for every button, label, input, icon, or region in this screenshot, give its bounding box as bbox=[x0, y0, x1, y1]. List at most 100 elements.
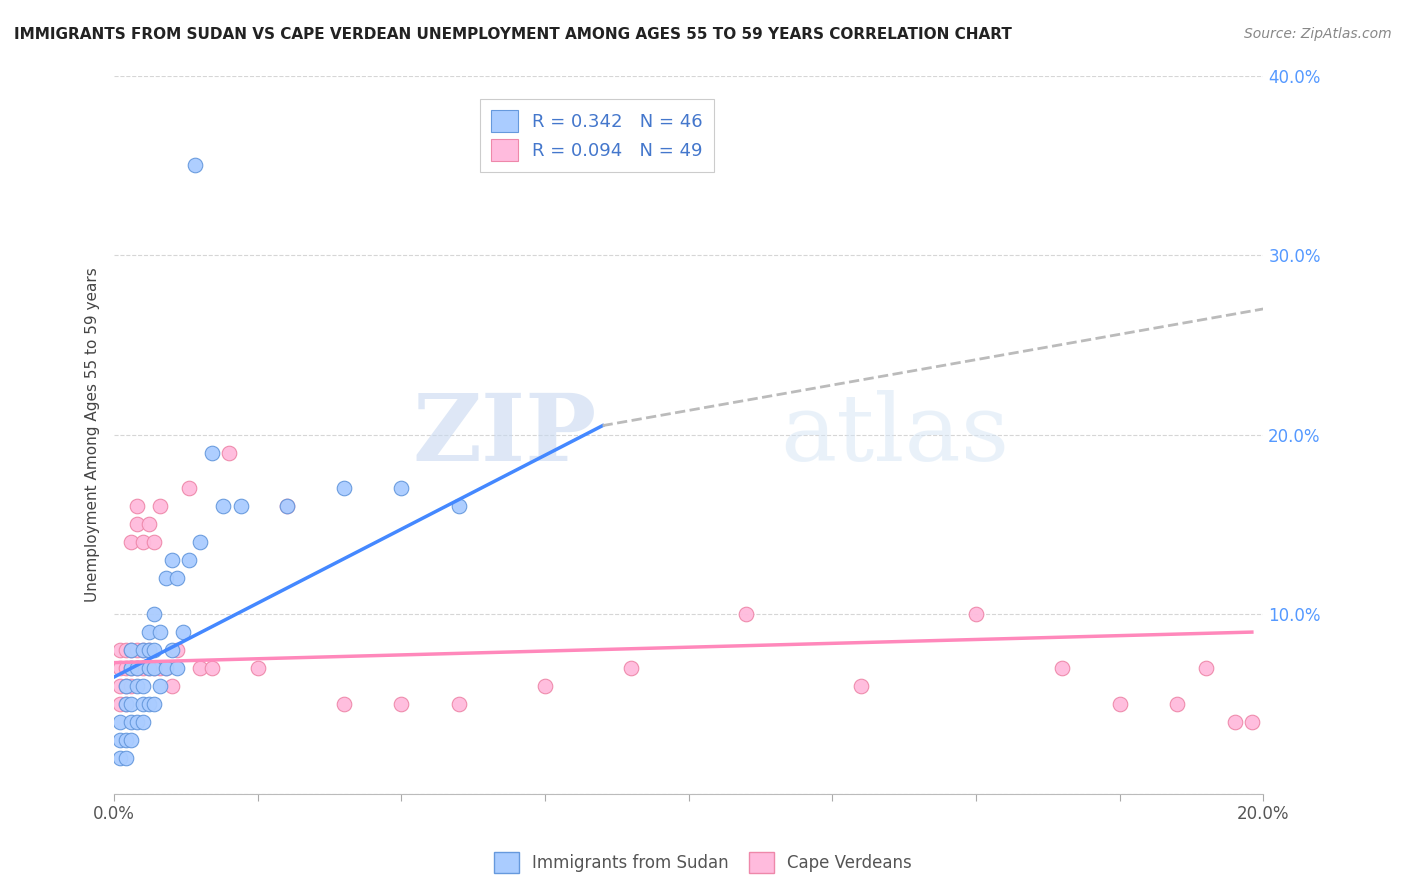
Point bbox=[160, 679, 183, 693]
Point bbox=[447, 697, 470, 711]
Point bbox=[177, 482, 200, 496]
Point bbox=[143, 535, 166, 549]
Point bbox=[114, 679, 136, 693]
Point bbox=[166, 661, 188, 675]
Point bbox=[166, 643, 188, 657]
Point bbox=[127, 679, 149, 693]
Point bbox=[108, 643, 131, 657]
Point bbox=[114, 643, 136, 657]
Point bbox=[246, 661, 269, 675]
Point bbox=[218, 445, 240, 459]
Point bbox=[183, 158, 205, 172]
Point bbox=[1240, 714, 1263, 729]
Point bbox=[120, 679, 142, 693]
Point bbox=[160, 643, 183, 657]
Point bbox=[127, 661, 149, 675]
Point bbox=[120, 643, 142, 657]
Point bbox=[333, 697, 356, 711]
Point bbox=[120, 661, 142, 675]
Point bbox=[276, 500, 298, 514]
Point bbox=[229, 500, 252, 514]
Point bbox=[849, 679, 872, 693]
Text: atlas: atlas bbox=[780, 390, 1010, 480]
Point bbox=[177, 553, 200, 567]
Point bbox=[120, 714, 142, 729]
Point bbox=[143, 661, 166, 675]
Y-axis label: Unemployment Among Ages 55 to 59 years: Unemployment Among Ages 55 to 59 years bbox=[86, 268, 100, 602]
Point bbox=[143, 607, 166, 621]
Point bbox=[132, 643, 155, 657]
Point bbox=[1052, 661, 1074, 675]
Point bbox=[132, 714, 155, 729]
Text: ZIP: ZIP bbox=[412, 390, 596, 480]
Point bbox=[1166, 697, 1188, 711]
Point bbox=[138, 643, 160, 657]
Point bbox=[735, 607, 758, 621]
Point bbox=[114, 732, 136, 747]
Point bbox=[965, 607, 987, 621]
Point bbox=[108, 714, 131, 729]
Point bbox=[391, 697, 413, 711]
Point bbox=[534, 679, 557, 693]
Point bbox=[120, 643, 142, 657]
Point bbox=[138, 625, 160, 640]
Point bbox=[143, 697, 166, 711]
Point bbox=[108, 697, 131, 711]
Point bbox=[114, 697, 136, 711]
Point bbox=[149, 500, 172, 514]
Point bbox=[138, 661, 160, 675]
Point bbox=[120, 732, 142, 747]
Point bbox=[114, 697, 136, 711]
Point bbox=[132, 643, 155, 657]
Point bbox=[132, 661, 155, 675]
Point bbox=[620, 661, 643, 675]
Point bbox=[160, 553, 183, 567]
Point bbox=[201, 445, 224, 459]
Point bbox=[201, 661, 224, 675]
Point bbox=[155, 661, 177, 675]
Point bbox=[212, 500, 235, 514]
Point bbox=[120, 697, 142, 711]
Point bbox=[190, 535, 212, 549]
Point bbox=[172, 625, 194, 640]
Point bbox=[108, 732, 131, 747]
Point bbox=[138, 697, 160, 711]
Text: Source: ZipAtlas.com: Source: ZipAtlas.com bbox=[1244, 27, 1392, 41]
Point bbox=[333, 482, 356, 496]
Legend: R = 0.342   N = 46, R = 0.094   N = 49: R = 0.342 N = 46, R = 0.094 N = 49 bbox=[479, 99, 714, 172]
Point bbox=[276, 500, 298, 514]
Point bbox=[1223, 714, 1246, 729]
Point bbox=[1108, 697, 1130, 711]
Point bbox=[143, 661, 166, 675]
Point bbox=[120, 661, 142, 675]
Point bbox=[155, 661, 177, 675]
Point bbox=[132, 679, 155, 693]
Point bbox=[127, 661, 149, 675]
Point bbox=[149, 679, 172, 693]
Point bbox=[149, 661, 172, 675]
Point bbox=[447, 500, 470, 514]
Point bbox=[138, 661, 160, 675]
Point bbox=[132, 697, 155, 711]
Point bbox=[108, 751, 131, 765]
Point bbox=[143, 643, 166, 657]
Point bbox=[108, 679, 131, 693]
Point bbox=[391, 482, 413, 496]
Point bbox=[190, 661, 212, 675]
Point bbox=[138, 643, 160, 657]
Point bbox=[127, 517, 149, 532]
Point bbox=[127, 714, 149, 729]
Point bbox=[132, 535, 155, 549]
Legend: Immigrants from Sudan, Cape Verdeans: Immigrants from Sudan, Cape Verdeans bbox=[488, 846, 918, 880]
Point bbox=[127, 643, 149, 657]
Point bbox=[114, 661, 136, 675]
Point bbox=[166, 571, 188, 585]
Point bbox=[138, 517, 160, 532]
Text: IMMIGRANTS FROM SUDAN VS CAPE VERDEAN UNEMPLOYMENT AMONG AGES 55 TO 59 YEARS COR: IMMIGRANTS FROM SUDAN VS CAPE VERDEAN UN… bbox=[14, 27, 1012, 42]
Point bbox=[108, 661, 131, 675]
Point bbox=[127, 500, 149, 514]
Point bbox=[114, 679, 136, 693]
Point bbox=[114, 751, 136, 765]
Point bbox=[155, 571, 177, 585]
Point bbox=[149, 625, 172, 640]
